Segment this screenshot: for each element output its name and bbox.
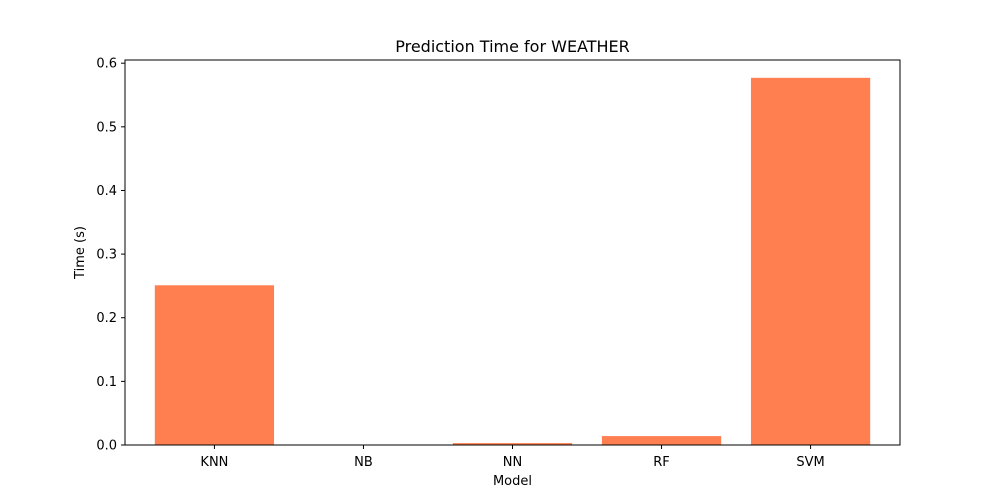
bar-nn xyxy=(452,443,573,445)
x-tick-label: SVM xyxy=(796,455,824,470)
y-tick-label: 0.2 xyxy=(96,311,117,326)
x-axis: KNN NB NN RF SVM xyxy=(200,445,825,470)
y-tick-label: 0.1 xyxy=(96,375,117,390)
bars-group xyxy=(154,77,871,446)
y-axis-title: Time (s) xyxy=(73,226,88,280)
y-tick-label: 0.6 xyxy=(96,57,117,72)
y-tick-label: 0.4 xyxy=(96,184,117,199)
chart-title: Prediction Time for WEATHER xyxy=(395,37,630,56)
y-tick-label: 0.5 xyxy=(96,120,117,135)
x-axis-title: Model xyxy=(493,474,532,489)
x-tick-label: RF xyxy=(653,455,670,470)
y-tick-label: 0.0 xyxy=(96,439,117,454)
bar-knn xyxy=(154,285,275,445)
x-tick-label: NB xyxy=(354,455,373,470)
y-axis: 0.0 0.1 0.2 0.3 0.4 0.5 0.6 xyxy=(96,57,125,454)
bar-svm xyxy=(750,77,871,446)
y-tick-label: 0.3 xyxy=(96,248,117,263)
x-tick-label: KNN xyxy=(200,455,228,470)
bar-rf xyxy=(601,436,722,445)
x-tick-label: NN xyxy=(503,455,522,470)
